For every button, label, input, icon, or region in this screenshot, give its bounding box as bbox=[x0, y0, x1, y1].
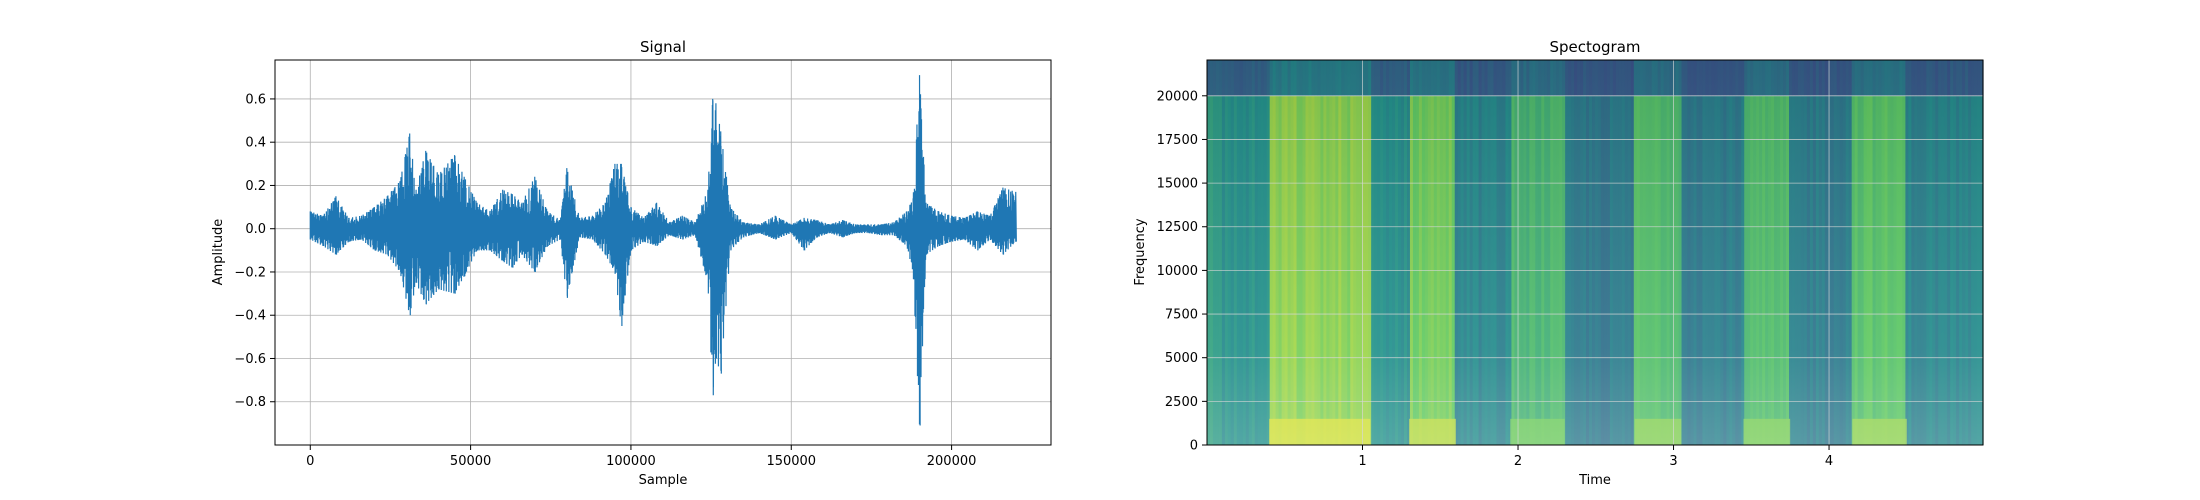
spectrogram-xtick-label: 2 bbox=[1514, 454, 1522, 469]
spectrogram-ytick-label: 5000 bbox=[1165, 351, 1198, 366]
spectrogram-y-axis: 0 2500 5000 7500 10000 12500 15000 17500 20000 bbox=[1157, 89, 1207, 454]
spectrogram-ytick-label: 10000 bbox=[1157, 264, 1198, 279]
spectrogram-xtick-label: 1 bbox=[1358, 454, 1366, 469]
signal-ytick-label: 0.0 bbox=[245, 222, 266, 237]
signal-waveform bbox=[309, 75, 1017, 426]
spectrogram-ytick-label: 0 bbox=[1190, 439, 1198, 454]
signal-y-axis: 0.6 0.4 0.2 0.0 −0.2 −0.4 −0.6 −0.8 bbox=[234, 92, 275, 410]
signal-ytick-label: −0.4 bbox=[234, 309, 266, 324]
spectrogram-ytick-label: 12500 bbox=[1157, 220, 1198, 235]
signal-ytick-label: 0.6 bbox=[245, 92, 266, 107]
signal-xtick-label: 100000 bbox=[606, 454, 656, 469]
signal-ytick-label: −0.6 bbox=[234, 352, 266, 367]
signal-line bbox=[309, 75, 1017, 426]
signal-ylabel: Amplitude bbox=[211, 219, 226, 286]
signal-xtick-label: 50000 bbox=[450, 454, 491, 469]
spectrogram-plot-frame bbox=[1206, 59, 1984, 446]
signal-xtick-label: 200000 bbox=[927, 454, 977, 469]
spectrogram-shading bbox=[1207, 60, 1983, 445]
signal-ytick-label: −0.8 bbox=[234, 395, 266, 410]
spectrogram-ytick-label: 17500 bbox=[1157, 133, 1198, 148]
signal-plot-frame bbox=[274, 59, 1052, 446]
signal-xlabel: Sample bbox=[639, 473, 688, 488]
spectrogram-ytick-label: 15000 bbox=[1157, 177, 1198, 192]
spectrogram-title: Spectogram bbox=[1549, 38, 1640, 56]
spectrogram-x-axis: 1 2 3 4 bbox=[1358, 445, 1833, 469]
spectrogram-ytick-label: 20000 bbox=[1157, 89, 1198, 104]
signal-xtick-label: 0 bbox=[306, 454, 314, 469]
signal-ytick-label: −0.2 bbox=[234, 265, 266, 280]
spectrogram-ylabel: Frequency bbox=[1133, 218, 1148, 285]
spectrogram-xtick-label: 3 bbox=[1669, 454, 1677, 469]
signal-ytick-label: 0.4 bbox=[245, 136, 266, 151]
signal-title: Signal bbox=[640, 38, 686, 56]
signal-panel: Signal 0 50000 100000 150000 200000 0.60.40.… bbox=[211, 38, 1052, 488]
spectrogram-xtick-label: 4 bbox=[1825, 454, 1833, 469]
signal-x-axis: 0 50000 100000 150000 200000 bbox=[306, 445, 976, 469]
signal-xtick-label: 150000 bbox=[766, 454, 816, 469]
signal-ytick-label: 0.2 bbox=[245, 179, 266, 194]
spectrogram-xlabel: Time bbox=[1578, 473, 1611, 488]
spectrogram-ytick-label: 7500 bbox=[1165, 308, 1198, 323]
spectrogram-panel: Spectogram 1 2 3 4 0 2500 5000 7500 10000 12500 1… bbox=[1133, 38, 1984, 488]
spectrogram-ytick-label: 2500 bbox=[1165, 395, 1198, 410]
